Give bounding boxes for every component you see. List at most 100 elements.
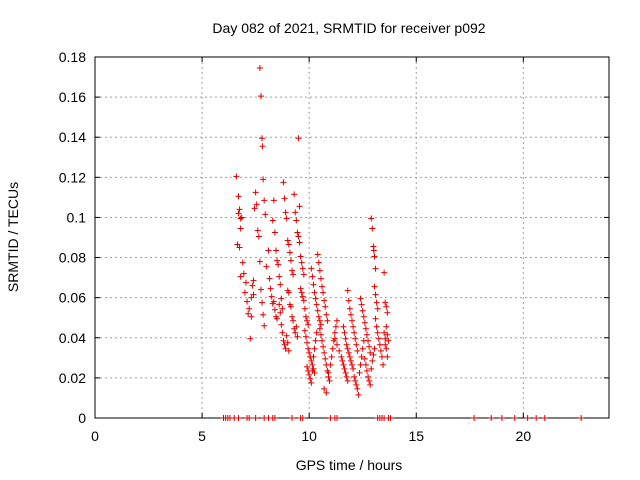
data-point — [363, 331, 370, 338]
data-point — [370, 351, 377, 358]
data-point — [311, 289, 318, 296]
data-point — [373, 299, 380, 306]
data-point — [385, 337, 392, 344]
data-point — [246, 305, 253, 312]
data-point — [246, 415, 253, 421]
data-point — [277, 281, 284, 288]
data-point — [259, 135, 266, 142]
data-point — [298, 289, 305, 296]
data-point — [296, 239, 303, 246]
data-point — [255, 233, 262, 240]
data-point — [279, 329, 286, 336]
data-point — [312, 337, 319, 344]
x-tick-label: 20 — [516, 428, 532, 444]
data-point — [367, 381, 374, 388]
data-point — [291, 191, 298, 198]
y-tick-label: 0.08 — [59, 250, 86, 266]
data-point — [541, 415, 548, 421]
data-point — [322, 303, 329, 310]
data-point — [253, 201, 260, 208]
data-point — [339, 357, 346, 364]
data-point — [578, 415, 585, 421]
data-point — [265, 247, 272, 254]
data-point — [362, 361, 369, 368]
data-point — [315, 313, 322, 320]
data-point — [276, 301, 283, 308]
data-point — [240, 270, 247, 277]
data-point — [301, 305, 308, 312]
data-point — [248, 294, 255, 301]
data-point — [336, 347, 343, 354]
data-point — [269, 217, 276, 224]
data-point — [316, 267, 323, 274]
data-point — [347, 357, 354, 364]
data-point — [334, 317, 341, 324]
data-point — [285, 241, 292, 248]
data-point — [363, 367, 370, 374]
data-point — [383, 303, 390, 310]
data-point — [366, 343, 373, 350]
data-point — [249, 282, 256, 289]
data-point — [365, 373, 372, 380]
data-point — [323, 311, 330, 318]
data-point — [306, 371, 313, 378]
grid-lines — [95, 57, 609, 418]
data-point — [345, 297, 352, 304]
data-point — [297, 253, 304, 260]
data-point — [351, 373, 358, 380]
data-point — [382, 341, 389, 348]
data-point — [280, 337, 287, 344]
data-point — [368, 365, 375, 372]
data-point — [341, 329, 348, 336]
data-point — [301, 327, 308, 334]
data-point — [352, 377, 359, 384]
data-point — [372, 291, 379, 298]
data-point — [358, 353, 365, 360]
data-point — [328, 353, 335, 360]
data-point — [319, 337, 326, 344]
data-point — [347, 311, 354, 318]
data-point — [371, 283, 378, 290]
data-point — [317, 331, 324, 338]
data-point — [274, 257, 281, 264]
x-tick-label: 5 — [198, 428, 206, 444]
data-point — [324, 317, 331, 324]
data-point — [471, 415, 478, 421]
data-point — [334, 341, 341, 348]
y-tick-label: 0.04 — [59, 330, 86, 346]
data-point — [259, 143, 266, 150]
data-point — [346, 305, 353, 312]
data-point — [384, 353, 391, 360]
x-tick-label: 0 — [91, 428, 99, 444]
data-point — [309, 367, 316, 374]
data-point — [285, 289, 292, 296]
data-point — [234, 241, 241, 248]
data-point — [295, 135, 302, 142]
data-point — [329, 345, 336, 352]
data-point — [331, 335, 338, 342]
data-point — [235, 415, 242, 421]
data-point — [244, 298, 251, 305]
data-point — [358, 301, 365, 308]
data-point — [233, 173, 240, 180]
data-point — [270, 197, 277, 204]
data-point — [373, 323, 380, 330]
data-point — [259, 299, 266, 306]
data-point — [372, 265, 379, 272]
data-point — [341, 365, 348, 372]
data-point — [284, 339, 291, 346]
data-point — [332, 323, 339, 330]
axis-ticks: 0 5 10 15 20 0 0.02 0.04 0.06 0.08 0.1 0.12 0.14 0.16… — [59, 49, 609, 444]
data-point — [276, 273, 283, 280]
data-point — [271, 306, 278, 313]
data-point — [278, 321, 285, 328]
data-point — [344, 287, 351, 294]
data-point — [322, 355, 329, 362]
data-point — [294, 229, 301, 236]
data-point — [381, 269, 388, 276]
data-point — [235, 210, 242, 217]
data-point — [383, 323, 390, 330]
data-point — [279, 305, 286, 312]
data-point — [381, 329, 388, 336]
